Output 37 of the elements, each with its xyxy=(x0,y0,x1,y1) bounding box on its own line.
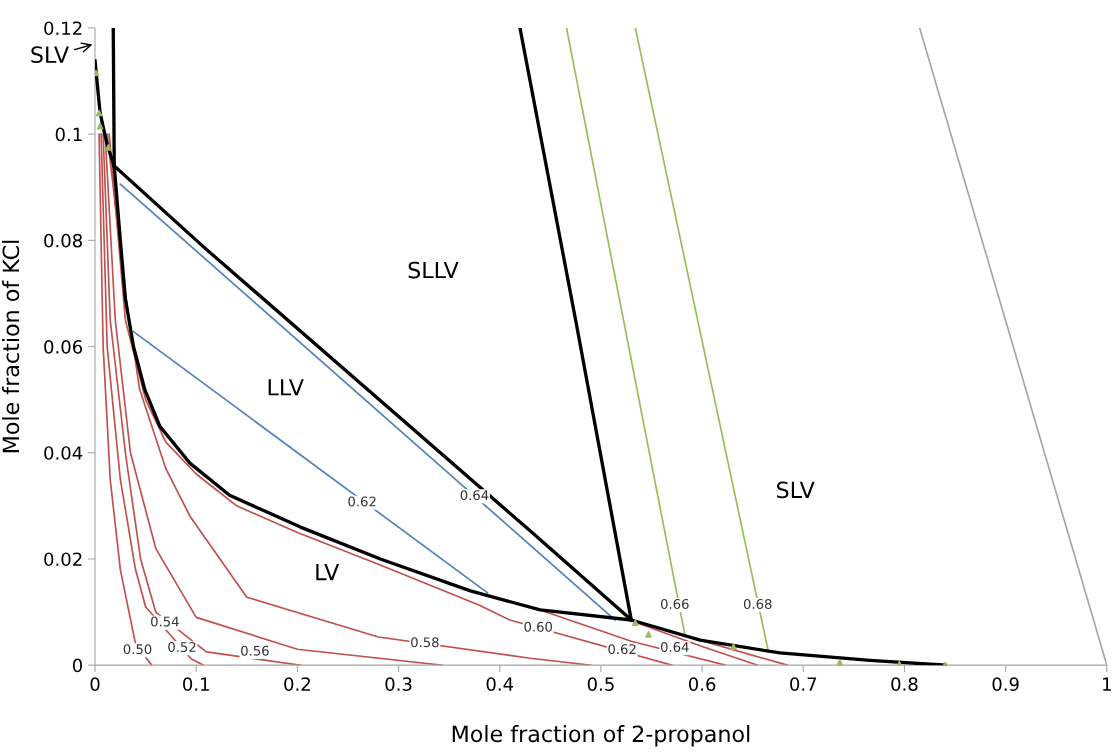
y-tick-label: 0.08 xyxy=(44,233,82,248)
x-tick-label: 0.7 xyxy=(790,677,817,691)
x-tick-label: 0.6 xyxy=(688,677,716,691)
annotation: 0.66 xyxy=(660,599,689,609)
x-tick-label: 1 xyxy=(1103,677,1111,691)
x-tick-label: 0.8 xyxy=(891,677,918,691)
annotation: 0.56 xyxy=(241,645,269,656)
x-tick-label: 0.5 xyxy=(587,677,614,691)
annotation: 0.50 xyxy=(123,644,152,655)
annotation: 0.64 xyxy=(660,642,689,652)
y-tick-label: 0.02 xyxy=(44,552,82,567)
annotation: 0.68 xyxy=(743,599,772,609)
y-tick-label: 0 xyxy=(72,658,83,673)
x-tick-label: 0.3 xyxy=(385,677,412,691)
annotation: 0.62 xyxy=(608,644,636,655)
annotation: 0.62 xyxy=(348,496,376,507)
annotation: 0.64 xyxy=(460,490,489,501)
annotation: SLV xyxy=(777,481,815,499)
text: SLV xyxy=(31,46,69,64)
annotation: SLLV xyxy=(408,261,459,279)
annotation: LV xyxy=(316,563,340,581)
annotation: 0.52 xyxy=(168,642,196,652)
y-tick-label: 0.1 xyxy=(55,127,82,142)
y-axis-title: Mole fraction of KCl xyxy=(2,240,20,453)
x-tick-label: 0.2 xyxy=(284,677,310,691)
y-tick-label: 0.06 xyxy=(44,340,83,354)
x-tick-label: 0.4 xyxy=(486,677,514,691)
annotation: 0.60 xyxy=(524,621,553,632)
y-tick-label: 0.04 xyxy=(44,446,83,460)
x-axis-title: Mole fraction of 2-propanol xyxy=(452,724,750,747)
annotation: 0.58 xyxy=(411,637,439,648)
x-tick-label: 0 xyxy=(90,677,100,691)
annotation: 0.54 xyxy=(151,616,179,627)
x-tick-label: 0.9 xyxy=(992,677,1019,691)
y-tick-label: 0.12 xyxy=(44,21,82,36)
x-tick-label: 0.1 xyxy=(183,677,209,691)
annotation: LLV xyxy=(268,379,304,396)
